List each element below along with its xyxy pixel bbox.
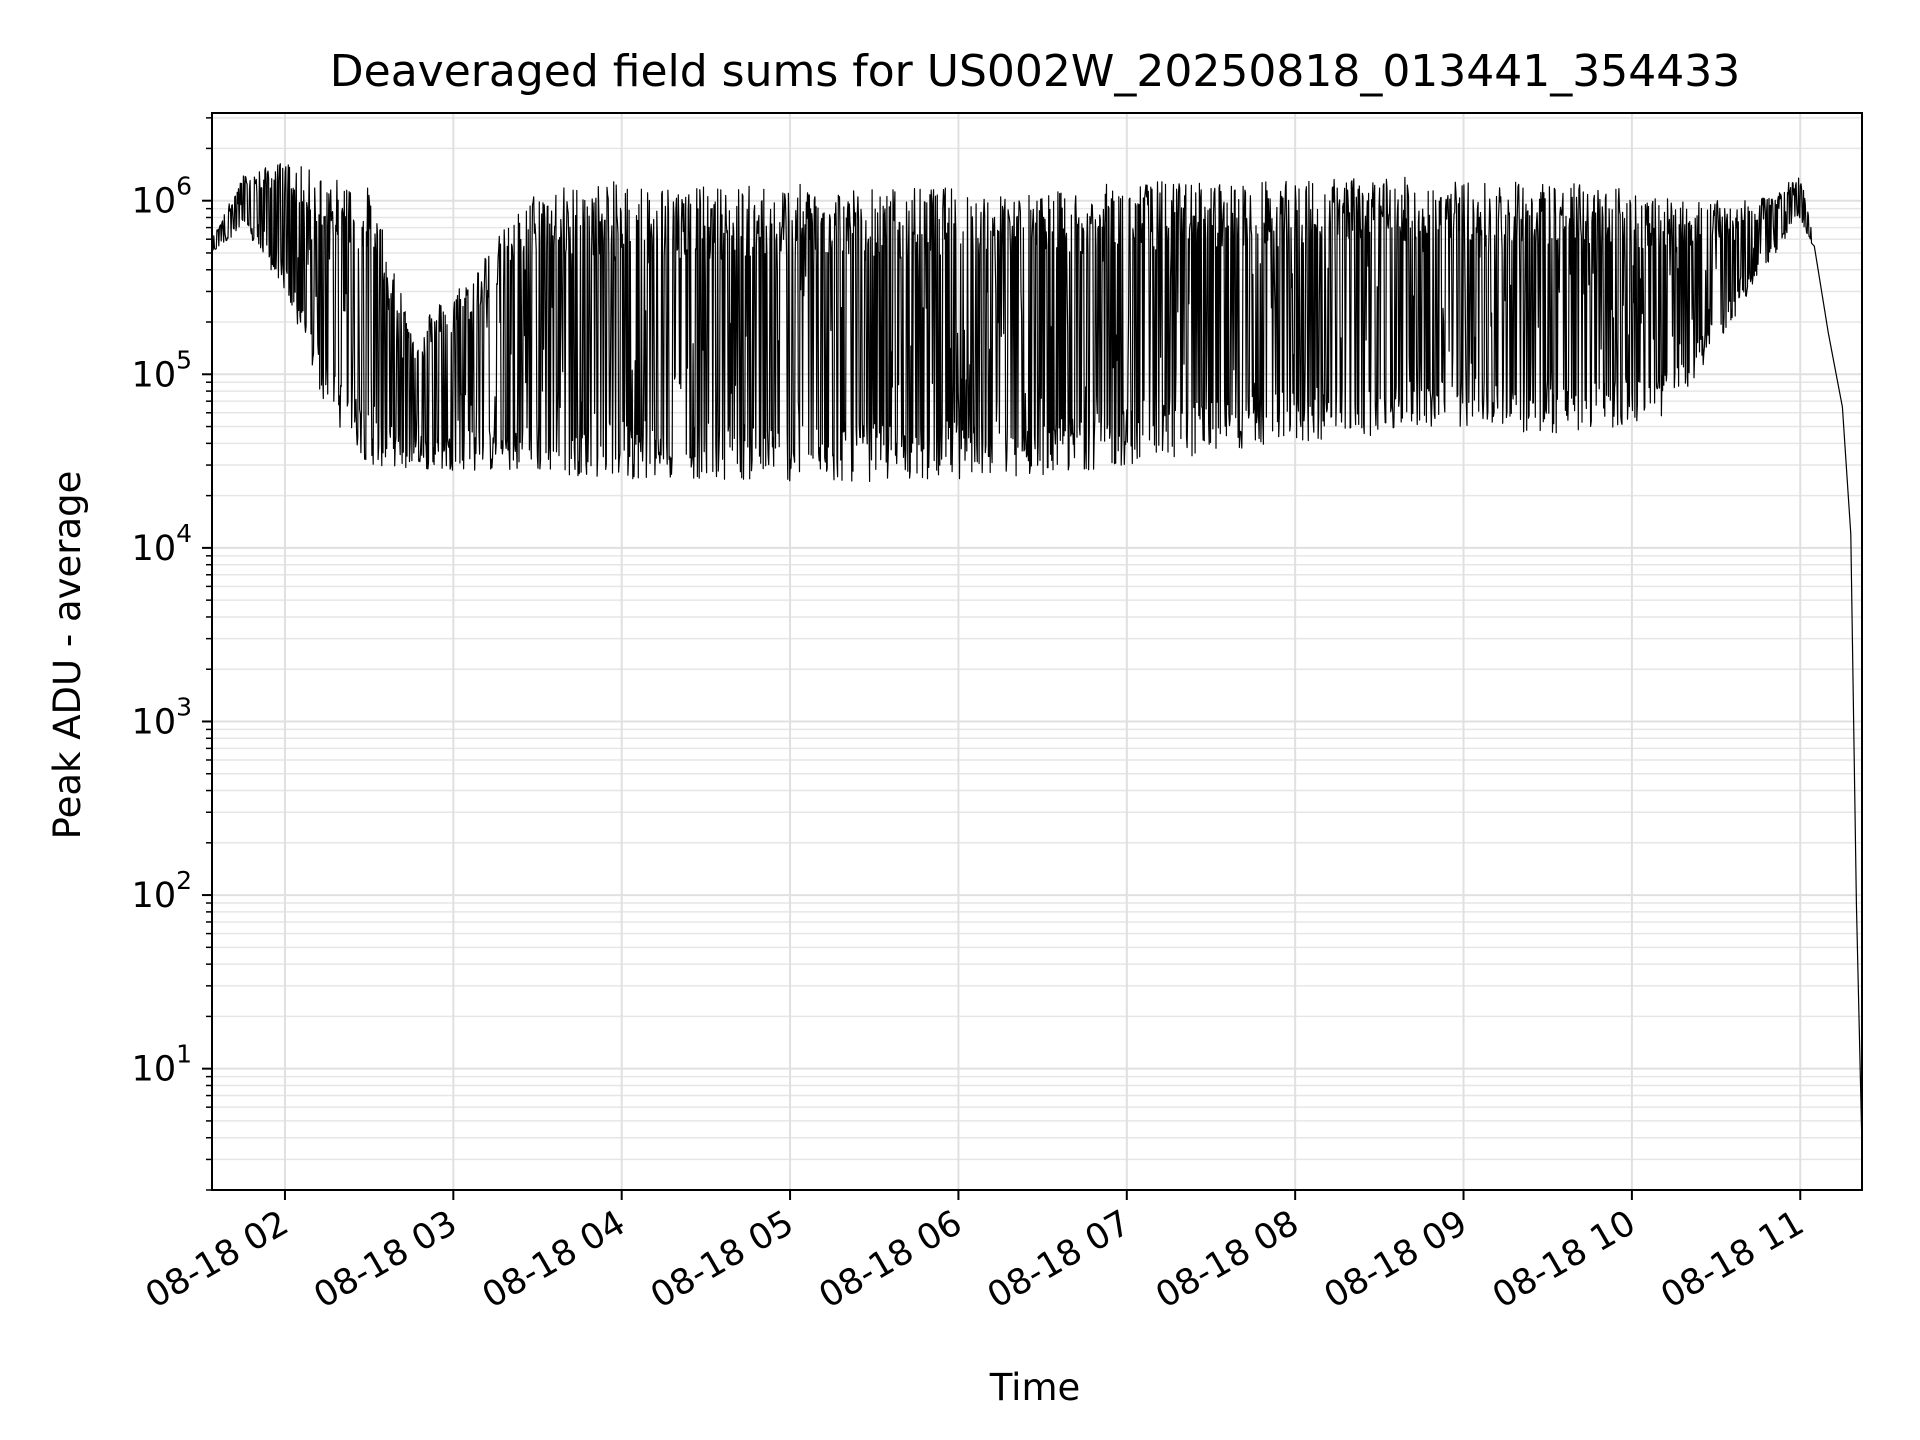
y-axis-label: Peak ADU - average: [46, 471, 89, 840]
data-layer: [211, 163, 1863, 1149]
y-tick-label: 104: [132, 519, 192, 569]
chart-title: Deaveraged field sums for US002W_2025081…: [330, 46, 1741, 97]
y-tick-label: 102: [132, 866, 192, 916]
plot-frame: [211, 112, 1863, 1191]
x-axis-label: Time: [989, 1366, 1081, 1409]
series-line: [211, 163, 1863, 1149]
y-tick-label: 103: [132, 692, 192, 742]
y-tick-label: 105: [132, 345, 192, 395]
y-tick-label: 106: [132, 172, 192, 222]
y-tick-label: 101: [132, 1040, 192, 1090]
